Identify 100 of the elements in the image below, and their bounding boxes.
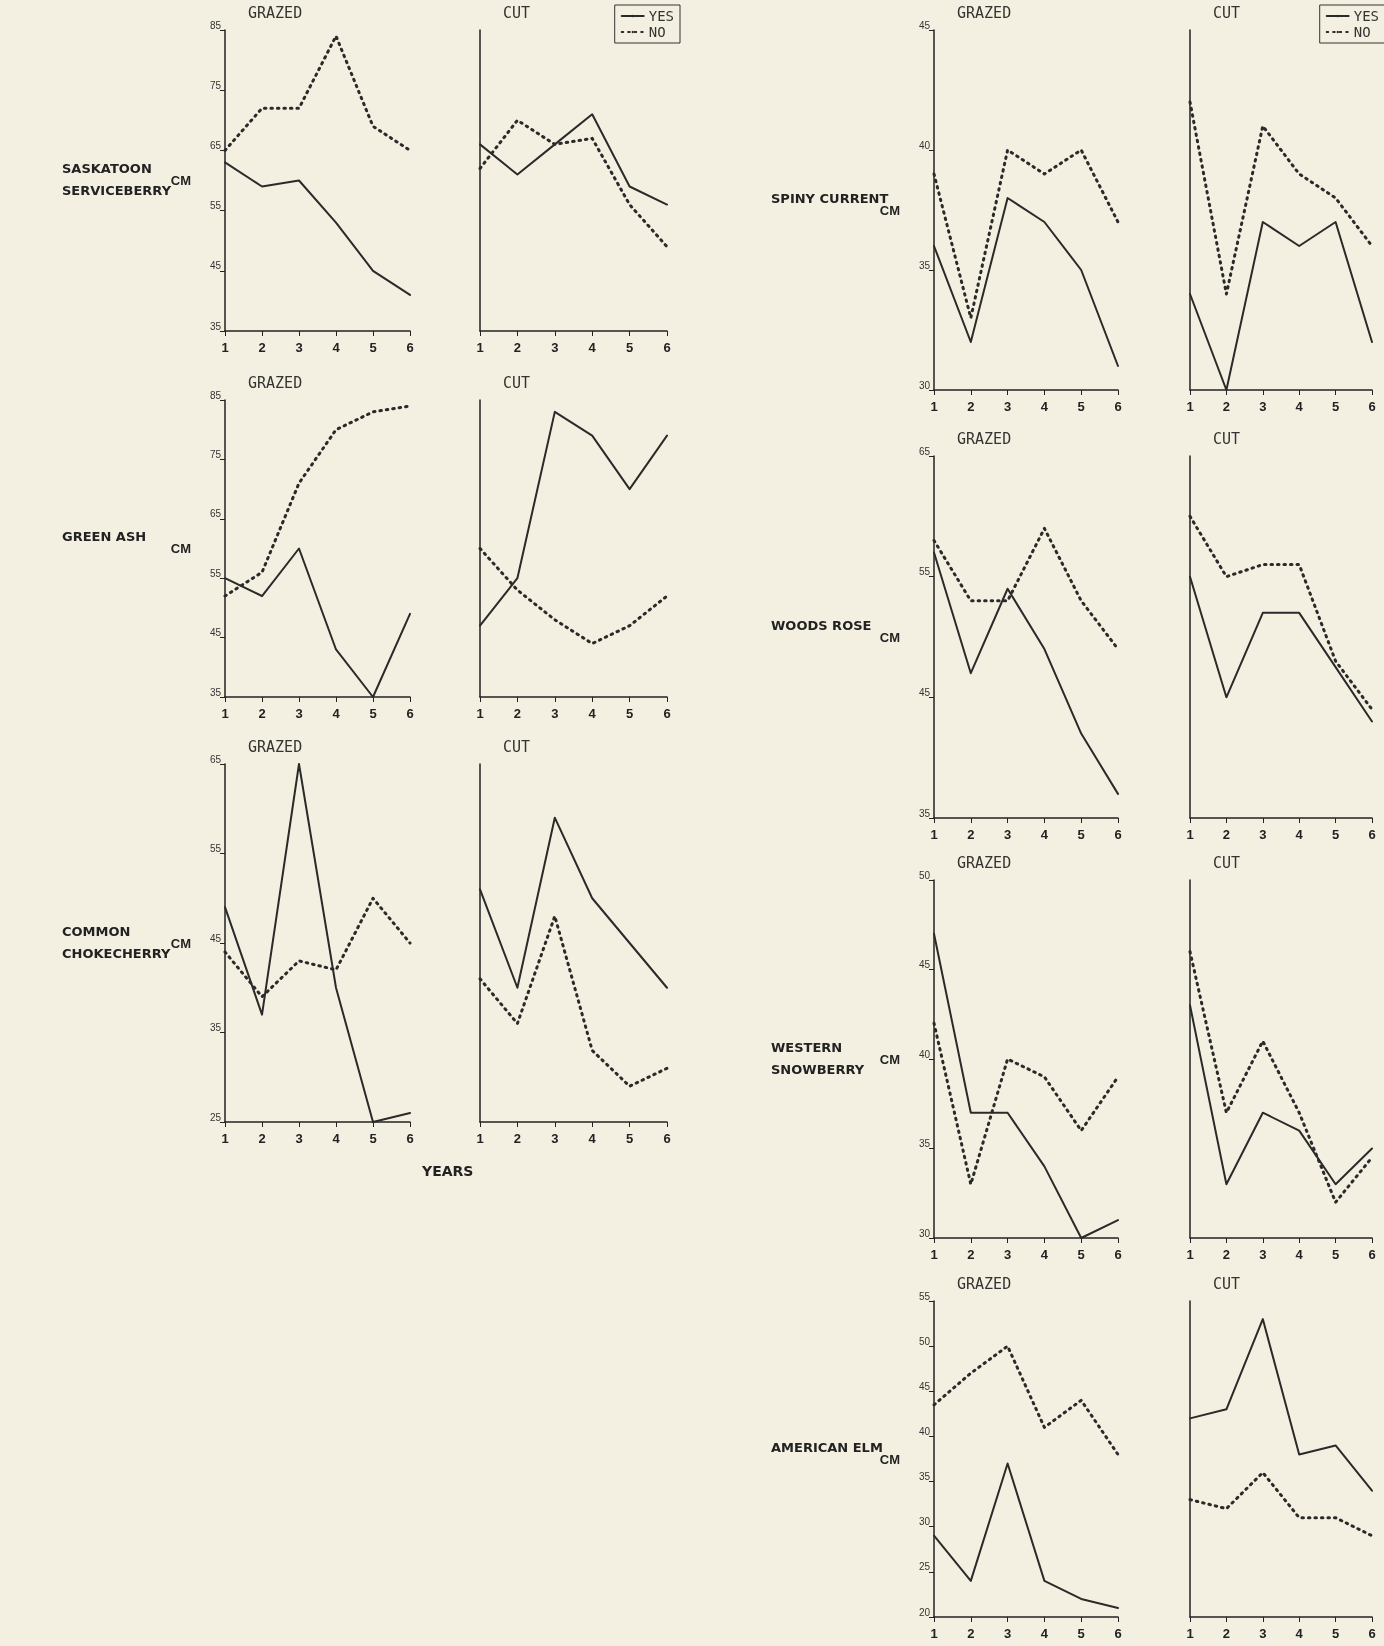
x-tick-label: 5 xyxy=(625,1131,634,1146)
y-tick-label: 45 xyxy=(209,260,222,272)
y-tick-label: 35 xyxy=(918,1138,931,1149)
x-tick-label: 2 xyxy=(1222,399,1231,414)
x-tick-label: 6 xyxy=(663,706,671,721)
x-tick-label: 4 xyxy=(1295,1247,1304,1262)
x-tick-label: 6 xyxy=(1114,827,1122,842)
x-tick-label: 2 xyxy=(1222,1247,1231,1262)
chart-title: GRAZED xyxy=(248,3,303,22)
x-tick-label: 4 xyxy=(1040,399,1049,414)
y-tick-label: 40 xyxy=(918,139,931,151)
y-tick-label: 35 xyxy=(209,1022,222,1033)
x-tick-label: 1 xyxy=(476,340,484,355)
x-tick-label: 6 xyxy=(1368,827,1376,842)
chart-title: GRAZED xyxy=(957,429,1012,448)
chart-title: CUT xyxy=(1213,853,1241,872)
y-tick-label: 65 xyxy=(918,445,931,457)
x-tick-label: 2 xyxy=(967,1626,975,1641)
x-tick-label: 6 xyxy=(663,340,671,355)
x-tick-label: 5 xyxy=(369,340,377,355)
x-tick-label: 1 xyxy=(1186,827,1194,842)
x-tick-label: 3 xyxy=(1003,827,1012,842)
x-tick-label: 4 xyxy=(1295,399,1304,414)
text: SASKATOON SERVICEBERRY xyxy=(62,161,172,198)
text: COMMON CHOKECHERRY xyxy=(62,923,172,961)
y-tick-label: 55 xyxy=(918,1290,931,1302)
x-tick-label: 2 xyxy=(513,1131,522,1146)
x-tick-label: 1 xyxy=(930,827,938,842)
y-tick-label: 35 xyxy=(209,686,222,698)
x-tick-label: 3 xyxy=(1003,1626,1012,1641)
x-tick-label: 2 xyxy=(258,706,266,721)
y-tick-label: 40 xyxy=(918,1425,931,1437)
x-tick-label: 1 xyxy=(1186,399,1194,414)
x-tick-label: 6 xyxy=(1368,1247,1376,1262)
chart-title: GRAZED xyxy=(957,1274,1012,1293)
x-tick-label: 5 xyxy=(369,1131,377,1146)
x-tick-label: 3 xyxy=(1259,1626,1267,1641)
x-tick-label: 3 xyxy=(551,706,559,721)
y-tick-label: 50 xyxy=(918,1335,931,1347)
text: GREEN ASH xyxy=(62,529,147,544)
chart-title: CUT xyxy=(503,737,531,756)
x-tick-label: 4 xyxy=(332,706,341,721)
y-tick-label: 75 xyxy=(209,79,222,91)
x-tick-label: 6 xyxy=(1368,399,1376,414)
x-tick-label: 5 xyxy=(1077,1626,1085,1641)
x-tick-label: 3 xyxy=(1259,1247,1267,1262)
y-tick-label: 55 xyxy=(209,567,222,579)
y-tick-label: 75 xyxy=(209,448,222,460)
x-tick-label: 4 xyxy=(588,340,597,355)
x-tick-label: 1 xyxy=(1186,1626,1194,1641)
chart-title: CUT xyxy=(503,373,531,392)
x-tick-label: 3 xyxy=(551,1131,559,1146)
x-tick-label: 2 xyxy=(513,706,522,721)
x-tick-label: 4 xyxy=(1040,1247,1049,1262)
chart-title: CUT xyxy=(1213,429,1241,448)
x-tick-label: 5 xyxy=(1331,399,1340,414)
x-tick-label: 1 xyxy=(221,706,229,721)
y-tick-label: 30 xyxy=(918,1516,931,1528)
chart-title: GRAZED xyxy=(248,737,303,756)
x-tick-label: 5 xyxy=(1331,1626,1340,1641)
x-tick-label: 4 xyxy=(332,340,341,355)
y-tick-label: 20 xyxy=(918,1606,931,1618)
x-tick-label: 6 xyxy=(1114,399,1122,414)
x-tick-label: 1 xyxy=(476,706,484,721)
chart-title: GRAZED xyxy=(957,3,1012,22)
y-tick-label: 55 xyxy=(209,200,222,212)
x-tick-label: 2 xyxy=(967,1247,975,1262)
y-tick-label: 65 xyxy=(209,508,222,520)
y-tick-label: 45 xyxy=(209,932,222,944)
x-tick-label: 1 xyxy=(930,1626,938,1641)
y-tick-label: 35 xyxy=(918,807,931,819)
y-axis-title: CM xyxy=(170,541,191,556)
y-tick-label: 50 xyxy=(918,869,931,881)
legend-label: YES xyxy=(648,8,675,24)
legend-label: YES xyxy=(1353,8,1380,24)
x-tick-label: 4 xyxy=(1040,1626,1049,1641)
y-tick-label: 30 xyxy=(918,379,931,391)
y-tick-label: 45 xyxy=(918,959,931,970)
x-tick-label: 3 xyxy=(1003,399,1012,414)
x-tick-label: 2 xyxy=(1222,827,1231,842)
x-tick-label: 1 xyxy=(221,1131,229,1146)
x-tick-label: 6 xyxy=(663,1131,671,1146)
x-tick-label: 6 xyxy=(406,340,414,355)
x-tick-label: 5 xyxy=(369,706,377,721)
x-tick-label: 6 xyxy=(1368,1626,1376,1641)
y-tick-label: 35 xyxy=(918,259,931,271)
x-tick-label: 2 xyxy=(967,827,975,842)
y-tick-label: 55 xyxy=(209,843,222,854)
chart-title: CUT xyxy=(503,3,531,22)
y-tick-label: 85 xyxy=(209,19,222,31)
x-tick-label: 3 xyxy=(1003,1247,1012,1262)
y-tick-label: 35 xyxy=(209,320,222,332)
x-tick-label: 2 xyxy=(258,1131,266,1146)
y-tick-label: 65 xyxy=(209,139,222,151)
y-tick-label: 85 xyxy=(209,389,222,401)
y-tick-label: 35 xyxy=(918,1471,931,1483)
y-tick-label: 40 xyxy=(918,1048,931,1060)
y-tick-label: 65 xyxy=(209,753,222,765)
x-tick-label: 4 xyxy=(588,706,597,721)
x-tick-label: 4 xyxy=(1295,1626,1304,1641)
